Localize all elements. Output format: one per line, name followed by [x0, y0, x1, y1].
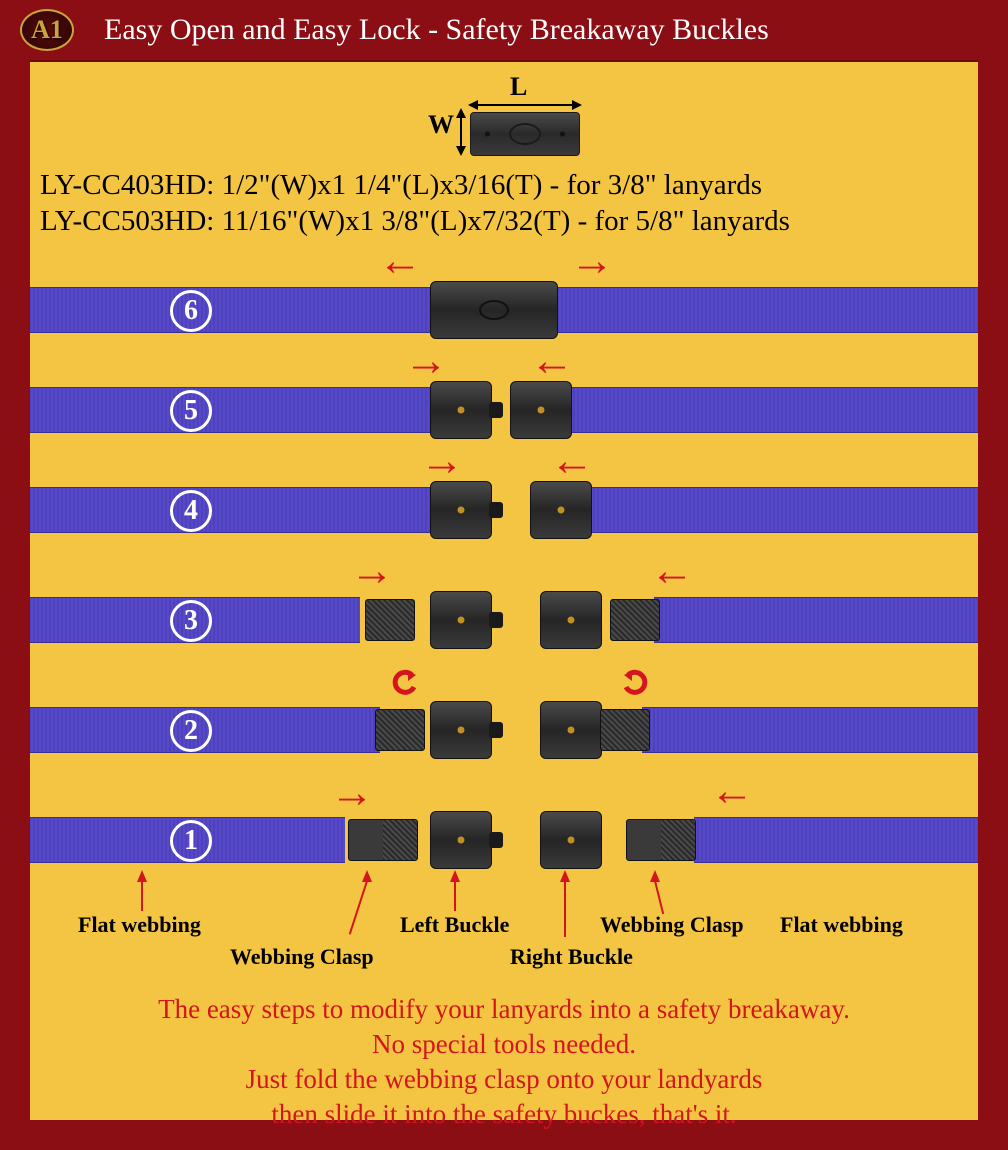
buckle-left-half [430, 591, 492, 649]
leader-line [454, 881, 456, 911]
lanyard-right [590, 487, 978, 533]
spec-text: LY-CC403HD: 1/2"(W)x1 1/4"(L)x3/16(T) - … [40, 167, 790, 240]
label-right-buckle: Right Buckle [510, 944, 633, 970]
buckle-right-half [530, 481, 592, 539]
label-left-buckle: Left Buckle [400, 912, 509, 938]
footer-line-4: then slide it into the safety buckes, th… [30, 1097, 978, 1132]
buckle-right-half [510, 381, 572, 439]
lanyard-right [642, 707, 978, 753]
spec-line-2: LY-CC503HD: 11/16"(W)x1 3/8"(L)x7/32(T) … [40, 203, 790, 239]
dim-label-L: L [510, 72, 527, 102]
curve-arrow-icon [390, 669, 420, 699]
buckle-closed [430, 281, 558, 339]
lanyard-left [30, 387, 440, 433]
label-area: Flat webbing Webbing Clasp Left Buckle R… [30, 852, 978, 972]
arrow-icon: ← [710, 769, 754, 813]
sample-buckle [470, 112, 580, 156]
step-6: 6 ← → [30, 287, 978, 335]
lanyard-right [570, 387, 978, 433]
arrow-icon: ← [550, 439, 594, 483]
step-5: 5 → ← [30, 387, 978, 435]
lanyard-left [30, 287, 430, 333]
arrow-icon: → [404, 339, 448, 383]
label-webbing-clasp-left: Webbing Clasp [230, 944, 374, 970]
arrow-icon: ← [530, 339, 574, 383]
step-2: 2 [30, 707, 978, 755]
logo-badge: A1 [20, 9, 74, 51]
spec-line-1: LY-CC403HD: 1/2"(W)x1 1/4"(L)x3/16(T) - … [40, 167, 790, 203]
dim-label-W: W [428, 110, 454, 140]
leader-line [349, 881, 368, 935]
webbing-clasp-left [365, 599, 415, 641]
footer-line-2: No special tools needed. [30, 1027, 978, 1062]
arrow-icon: → [330, 771, 374, 815]
footer-text: The easy steps to modify your lanyards i… [30, 992, 978, 1132]
step-number: 6 [170, 290, 212, 332]
arrow-icon: → [570, 239, 614, 283]
page-title: Easy Open and Easy Lock - Safety Breakaw… [104, 13, 769, 47]
buckle-left-half [430, 701, 492, 759]
dim-arrow-W [460, 110, 462, 154]
leader-line [564, 881, 566, 937]
step-number: 2 [170, 710, 212, 752]
buckle-right-half [540, 701, 602, 759]
buckle-right-half [540, 591, 602, 649]
leader-line [654, 881, 664, 914]
dim-arrow-L [470, 104, 580, 106]
curve-arrow-icon [620, 669, 650, 699]
arrow-icon: → [350, 549, 394, 593]
leader-line [141, 881, 143, 911]
footer-line-1: The easy steps to modify your lanyards i… [30, 992, 978, 1027]
arrow-icon: → [420, 439, 464, 483]
outer-frame: A1 Easy Open and Easy Lock - Safety Brea… [0, 0, 1008, 1150]
step-number: 4 [170, 490, 212, 532]
lanyard-right [558, 287, 978, 333]
webbing-clasp-right [600, 709, 650, 751]
label-flat-webbing-left: Flat webbing [78, 912, 201, 938]
webbing-clasp-left [375, 709, 425, 751]
arrow-icon: ← [650, 549, 694, 593]
step-4: 4 → ← [30, 487, 978, 535]
step-number: 3 [170, 600, 212, 642]
label-flat-webbing-right: Flat webbing [780, 912, 903, 938]
lanyard-right [654, 597, 978, 643]
main-panel: L W LY-CC403HD: 1/2"(W)x1 1/4"(L)x3/16(T… [30, 60, 978, 1120]
dimension-diagram: L W [370, 72, 630, 162]
lanyard-left [30, 487, 438, 533]
label-webbing-clasp-right: Webbing Clasp [600, 912, 744, 938]
webbing-clasp-right [610, 599, 660, 641]
header: A1 Easy Open and Easy Lock - Safety Brea… [0, 0, 1008, 60]
footer-line-3: Just fold the webbing clasp onto your la… [30, 1062, 978, 1097]
buckle-left-half [430, 381, 492, 439]
arrow-icon: ← [378, 239, 422, 283]
buckle-left-half [430, 481, 492, 539]
step-3: 3 → ← [30, 597, 978, 645]
step-number: 5 [170, 390, 212, 432]
